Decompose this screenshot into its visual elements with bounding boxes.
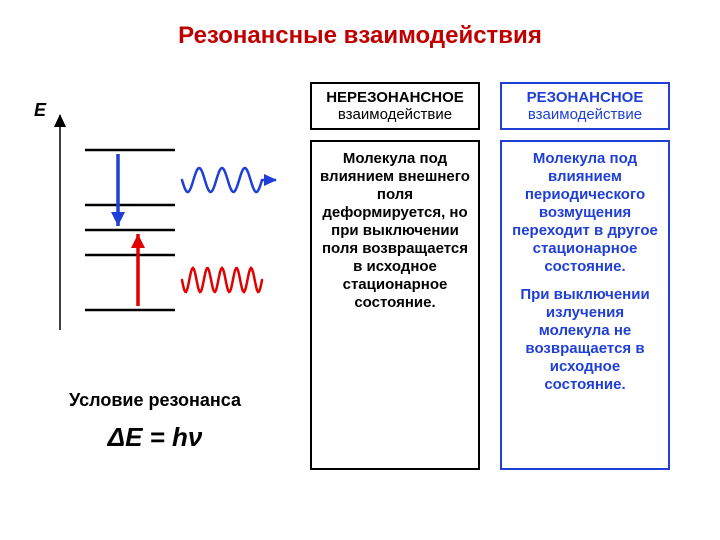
- resonant-paragraph: При выключении излучения молекула не воз…: [510, 286, 660, 394]
- nonresonant-header-line2: взаимодействие: [338, 106, 452, 123]
- nonresonant-description-box: Молекула под влиянием внешнего поля дефо…: [310, 140, 480, 470]
- resonant-description-box: Молекула под влиянием периодического воз…: [500, 140, 670, 470]
- nonresonant-paragraph: Молекула под влиянием внешнего поля дефо…: [320, 150, 470, 312]
- resonant-header-box: РЕЗОНАНСНОЕ взаимодействие: [500, 82, 670, 130]
- resonance-condition-label: Условие резонанса: [40, 390, 270, 411]
- nonresonant-header-box: НЕРЕЗОНАНСНОЕ взаимодействие: [310, 82, 480, 130]
- resonant-header-line1: РЕЗОНАНСНОЕ: [527, 89, 644, 106]
- nonresonant-header-line1: НЕРЕЗОНАНСНОЕ: [326, 89, 464, 106]
- energy-diagram: [0, 0, 300, 360]
- resonance-formula: ΔE = hν: [40, 422, 270, 453]
- resonant-header-line2: взаимодействие: [528, 106, 642, 123]
- resonant-paragraph: Молекула под влиянием периодического воз…: [510, 150, 660, 276]
